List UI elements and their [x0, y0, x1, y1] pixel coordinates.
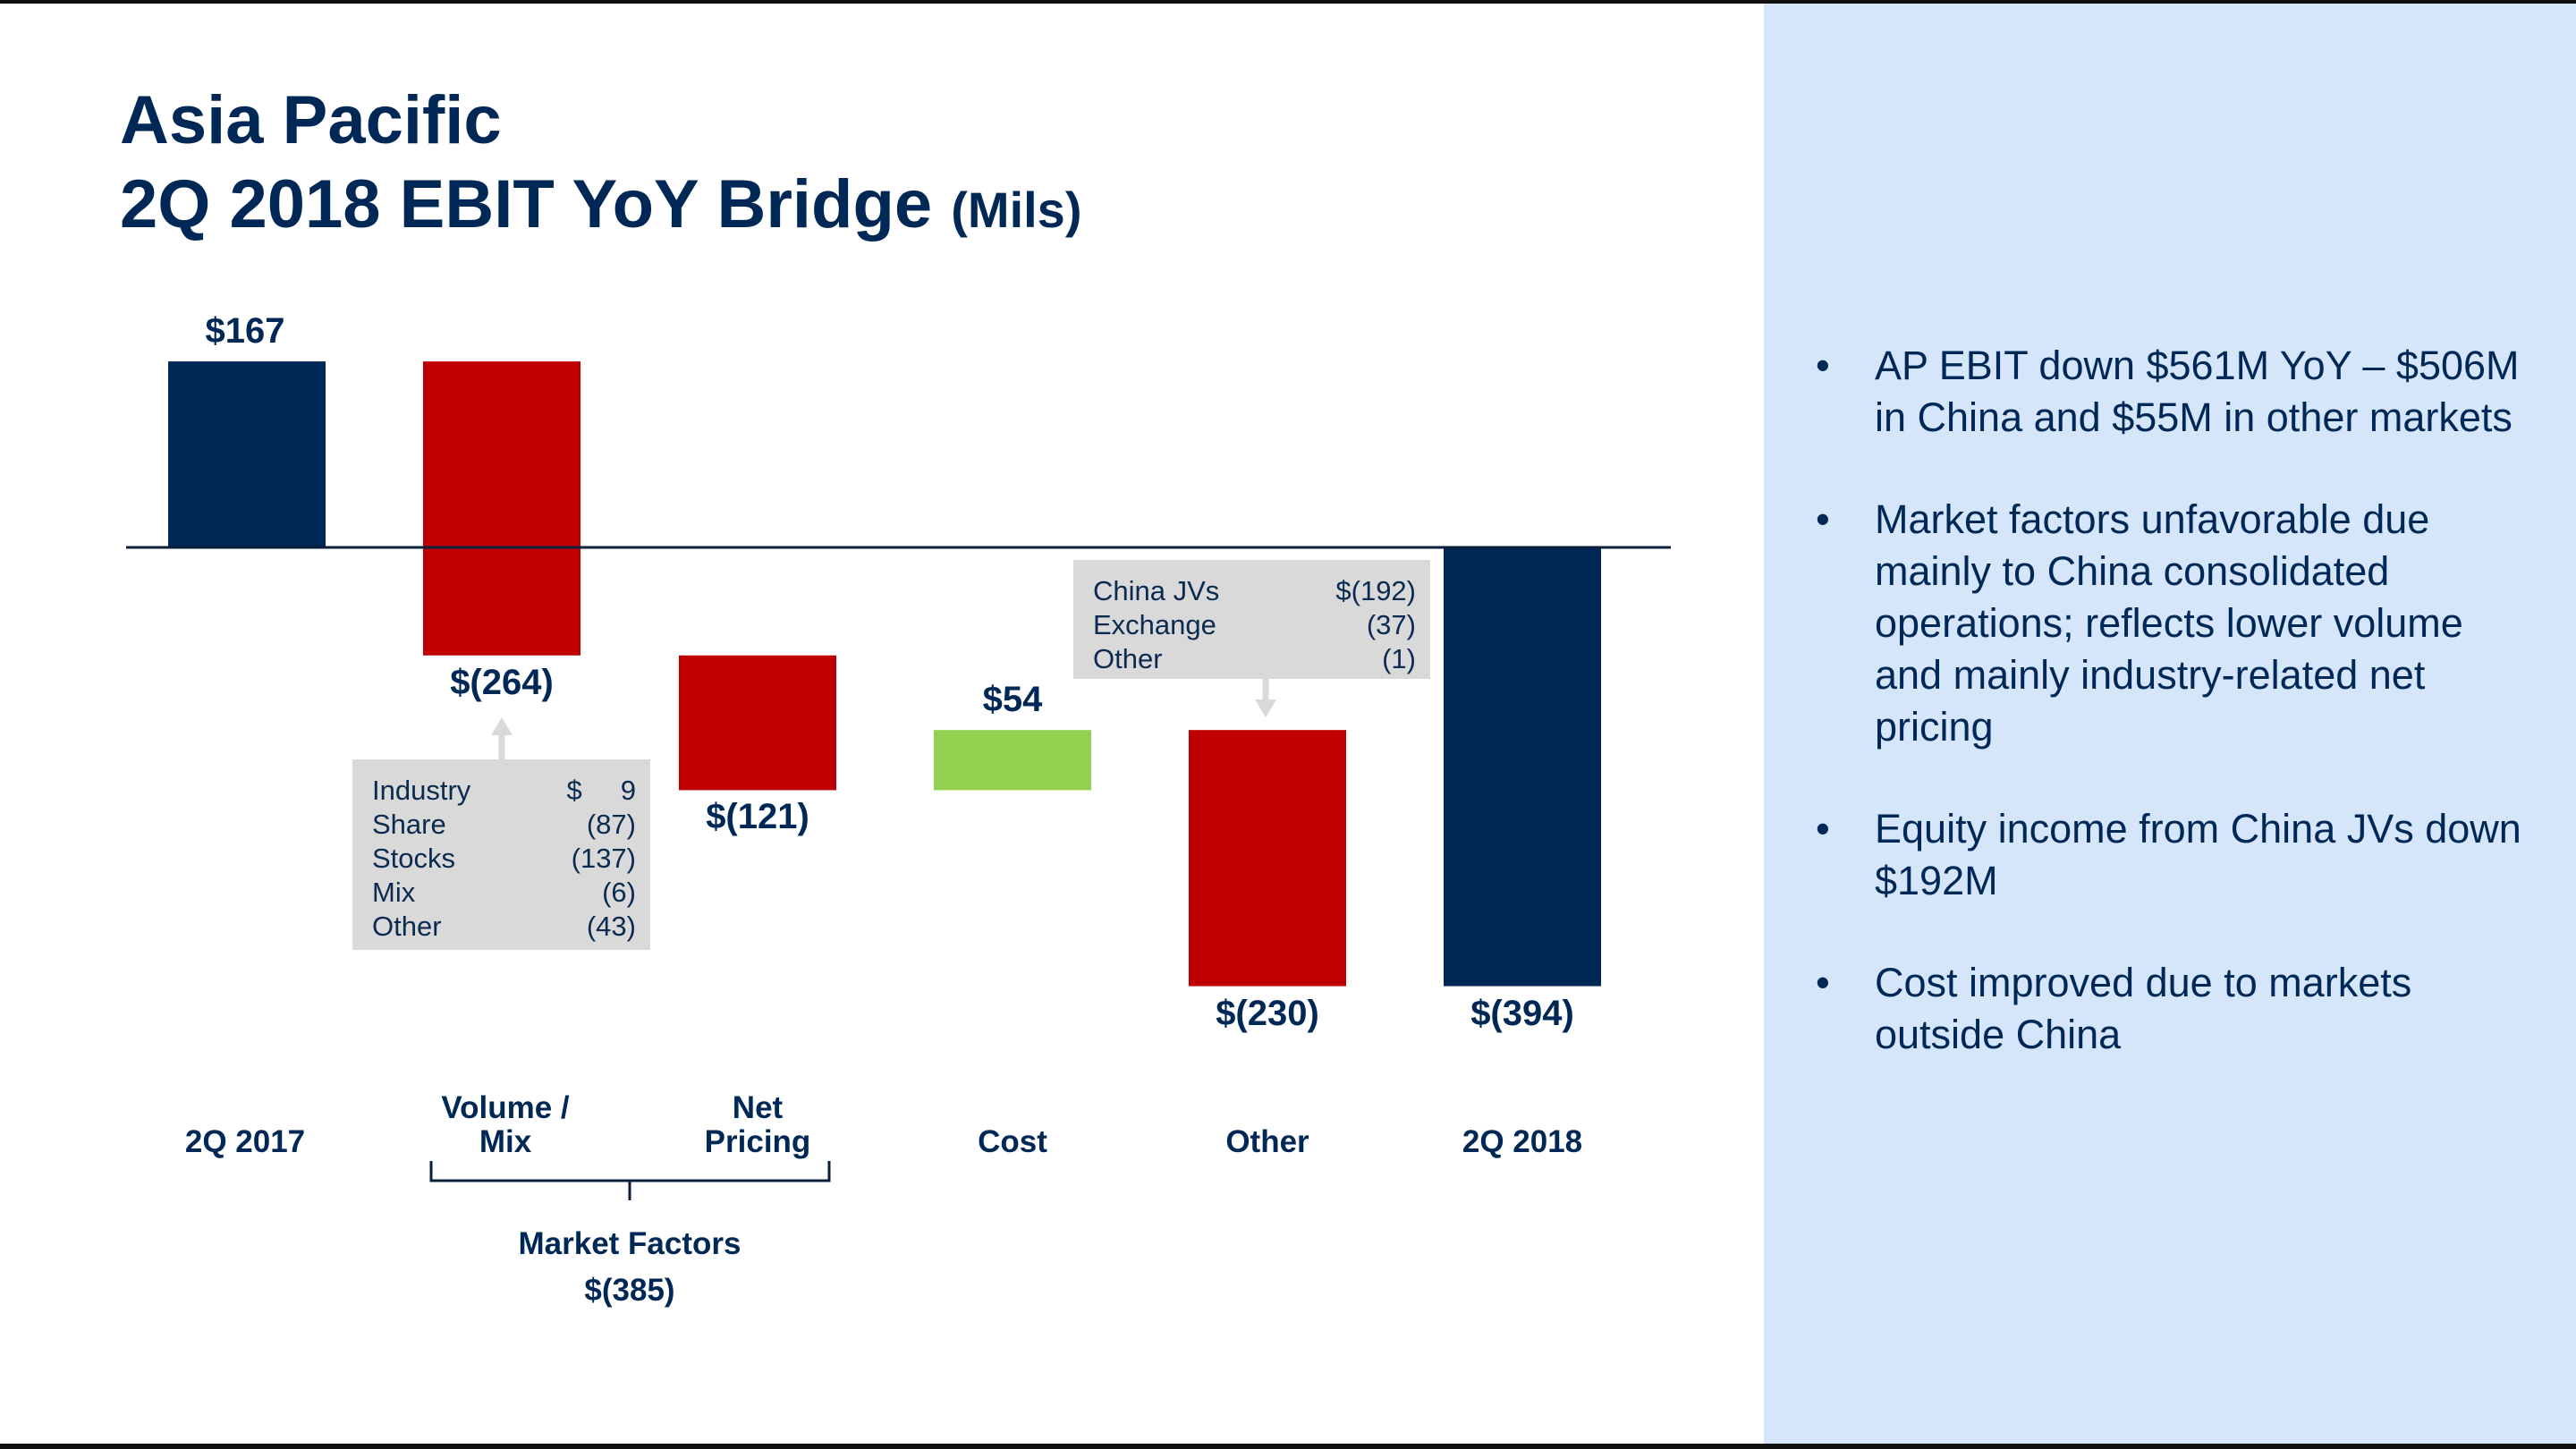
title-unit: (Mils) — [951, 182, 1082, 238]
callout-label: Stocks — [372, 843, 456, 874]
callout-row: Other (43) — [372, 910, 636, 944]
callout-value: (43) — [586, 911, 636, 942]
callout-row: Exchange (37) — [1093, 608, 1416, 642]
bullet-item: • AP EBIT down $561M YoY – $506M in China… — [1816, 340, 2531, 444]
bar-net-pricing — [679, 655, 836, 791]
data-label: $(394) — [1470, 993, 1574, 1033]
title-line-1: Asia Pacific — [120, 82, 502, 158]
bar-2q-2017 — [168, 361, 326, 547]
category-label-line: Pricing — [704, 1124, 811, 1159]
callout-value: (37) — [1366, 609, 1416, 640]
callout-label: Share — [372, 809, 446, 840]
category-label-line: 2Q 2018 — [1462, 1124, 1583, 1159]
callout-row: Other (1) — [1093, 642, 1416, 676]
callout-row: Stocks (137) — [372, 842, 636, 876]
bullet-icon: • — [1816, 496, 1830, 542]
commentary-panel — [1764, 4, 2576, 1444]
bar-volume-mix — [423, 361, 580, 656]
callout-label: China JVs — [1093, 575, 1220, 606]
callout-value: $ 9 — [566, 775, 636, 806]
category-label-line: Mix — [479, 1124, 532, 1159]
callout-label: Other — [1093, 643, 1163, 674]
top-border — [0, 0, 2576, 4]
waterfall-chart — [126, 361, 1671, 1200]
bullet-item: • Equity income from China JVs down $192M — [1816, 803, 2531, 907]
data-label: $(264) — [450, 662, 554, 702]
category-label-line: 2Q 2017 — [184, 1124, 306, 1159]
callout-value: $(192) — [1335, 575, 1416, 606]
volume-mix-callout: Industry $ 9 Share (87) Stocks (137) Mix (6) Oth… — [352, 759, 650, 950]
bullet-text: AP EBIT down $561M YoY – $506M in China … — [1875, 343, 2520, 440]
bullet-item: • Cost improved due to markets outside Ch… — [1816, 957, 2531, 1061]
callout-value: (6) — [602, 877, 636, 908]
callout-row: Share (87) — [372, 808, 636, 842]
bullet-text: Cost improved due to markets outside Chi… — [1875, 960, 2412, 1057]
data-label: $54 — [982, 680, 1043, 720]
category-label: Cost — [878, 1125, 1147, 1159]
market-factors-bracket — [429, 1161, 831, 1200]
callout-value: (1) — [1382, 643, 1416, 674]
bullet-list: • AP EBIT down $561M YoY – $506M in China… — [1816, 340, 2531, 1111]
callout-value: (137) — [571, 843, 636, 874]
arrow-down-icon — [1255, 699, 1276, 717]
callout-label: Other — [372, 911, 442, 942]
bar-2q-2018 — [1444, 547, 1601, 987]
bar-other — [1189, 730, 1346, 987]
callout-label: Mix — [372, 877, 416, 908]
category-label-line: Other — [1225, 1124, 1309, 1159]
bullet-item: • Market factors unfavorable due mainly t… — [1816, 494, 2531, 753]
data-label: $(121) — [706, 797, 809, 837]
title-text: 2Q 2018 EBIT YoY Bridge — [120, 166, 933, 242]
bullet-icon: • — [1816, 806, 1830, 852]
category-label-line: Cost — [978, 1124, 1047, 1159]
bullet-text: Market factors unfavorable due mainly to… — [1875, 496, 2463, 750]
callout-row: China JVs $(192) — [1093, 574, 1416, 608]
title-line-2: 2Q 2018 EBIT YoY Bridge (Mils) — [120, 163, 1081, 252]
page-title: Asia Pacific 2Q 2018 EBIT YoY Bridge (Mi… — [120, 79, 1081, 252]
callout-row: Industry $ 9 — [372, 774, 636, 808]
bar-cost — [934, 730, 1091, 791]
category-label-line: Net — [732, 1090, 784, 1125]
category-label: Other — [1133, 1125, 1402, 1159]
category-label: Net Pricing — [623, 1091, 892, 1159]
callout-value: (87) — [586, 809, 636, 840]
category-label-line: Volume / — [441, 1090, 570, 1125]
category-label: 2Q 2017 — [111, 1125, 379, 1159]
data-label: $167 — [205, 311, 285, 352]
bullet-text: Equity income from China JVs down $192M — [1875, 806, 2521, 903]
group-value: $(385) — [584, 1273, 675, 1308]
category-label: 2Q 2018 — [1388, 1125, 1657, 1159]
category-label: Volume / Mix — [371, 1091, 640, 1159]
data-label: $(230) — [1216, 993, 1319, 1033]
callout-label: Exchange — [1093, 609, 1216, 640]
callout-row: Mix (6) — [372, 876, 636, 910]
bullet-icon: • — [1816, 960, 1830, 1005]
callout-label: Industry — [372, 775, 471, 806]
bullet-icon: • — [1816, 343, 1830, 388]
group-label: Market Factors — [518, 1226, 741, 1261]
arrow-up-icon — [491, 717, 513, 735]
bottom-border — [0, 1444, 2576, 1449]
other-callout: China JVs $(192) Exchange (37) Other (1) — [1073, 560, 1430, 679]
